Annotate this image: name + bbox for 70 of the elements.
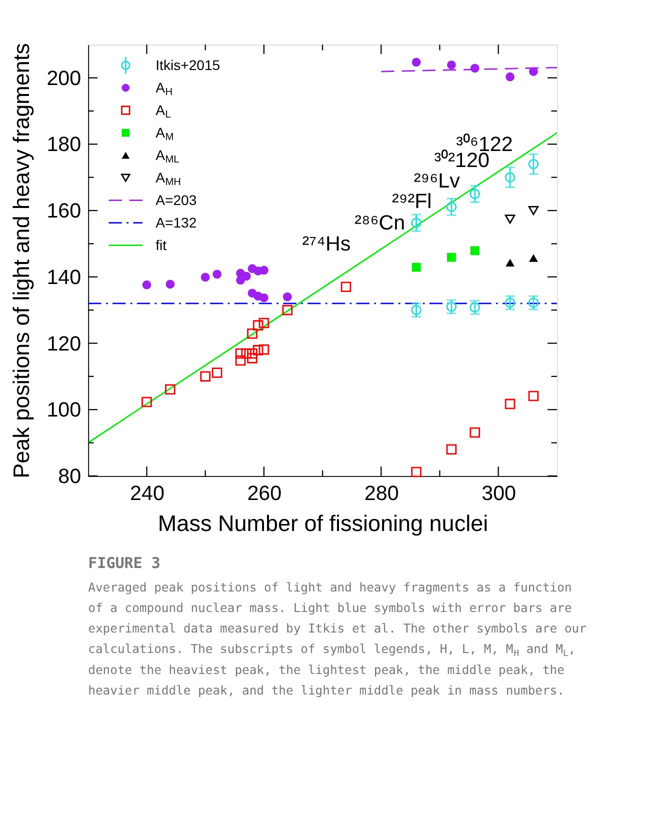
- point: [528, 206, 539, 216]
- annotation: ²⁸⁶Cn: [354, 211, 406, 234]
- point: [528, 390, 539, 402]
- y-tick-label: 160: [46, 200, 82, 223]
- y-tick-label: 140: [46, 266, 82, 289]
- point: [504, 398, 516, 410]
- point: [447, 252, 456, 262]
- point: [252, 345, 264, 356]
- point: [235, 355, 246, 366]
- legend-label: A=203: [156, 192, 197, 208]
- point: [506, 72, 514, 82]
- point: [241, 348, 252, 359]
- point: [446, 444, 457, 455]
- legend-label: fit: [156, 236, 167, 253]
- point: [446, 202, 457, 212]
- annotation: ²⁹⁶Lv: [414, 169, 461, 192]
- annotation: ²⁷⁴Hs: [302, 232, 351, 256]
- point: [529, 67, 538, 76]
- point: [447, 60, 456, 70]
- y-tick-label: 180: [46, 133, 82, 156]
- point: [411, 218, 422, 228]
- point: [166, 280, 175, 289]
- point: [259, 293, 268, 302]
- point: [528, 158, 539, 170]
- point: [282, 292, 292, 302]
- point: [258, 344, 270, 355]
- point: [282, 304, 293, 316]
- point: [411, 466, 422, 478]
- point: [529, 254, 538, 262]
- point: [212, 368, 222, 378]
- x-tick-label: 260: [247, 482, 282, 505]
- x-tick-label: 300: [482, 482, 516, 505]
- point: [446, 302, 457, 312]
- point: [340, 282, 352, 292]
- y-tick-label: 120: [46, 332, 82, 356]
- caption: FIGURE 3: [88, 554, 160, 572]
- point: [258, 318, 270, 328]
- annotation: ²⁹²Fl: [392, 190, 432, 213]
- legend-label: Itkis+2015: [156, 56, 220, 73]
- point: [247, 348, 258, 359]
- y-axis-title: Peak positions of light and heavy fragments: [8, 43, 34, 478]
- y-tick-label: 100: [46, 398, 82, 422]
- point: [212, 270, 222, 279]
- x-tick-label: 280: [364, 482, 399, 505]
- point: [504, 298, 516, 308]
- point: [504, 172, 516, 183]
- point: [528, 298, 539, 308]
- point: [470, 188, 480, 200]
- point: [247, 353, 258, 364]
- point: [235, 348, 246, 359]
- point: [142, 280, 152, 290]
- point: [470, 427, 480, 438]
- point: [504, 214, 516, 224]
- point: [252, 320, 264, 330]
- legend-label: A=132: [156, 214, 197, 230]
- point: [247, 328, 258, 339]
- y-tick-label: 200: [46, 66, 82, 90]
- x-tick-label: 240: [130, 482, 164, 505]
- point: [142, 396, 152, 408]
- y-tick-label: 80: [58, 464, 82, 488]
- x-axis-title: Mass Number of fissioning nuclei: [158, 510, 488, 536]
- point: [412, 58, 421, 67]
- point: [200, 272, 210, 282]
- point: [470, 246, 480, 256]
- point: [200, 371, 210, 382]
- point: [470, 64, 480, 73]
- point: [506, 258, 514, 266]
- point: [259, 266, 268, 275]
- point: [165, 384, 176, 395]
- point: [412, 262, 421, 272]
